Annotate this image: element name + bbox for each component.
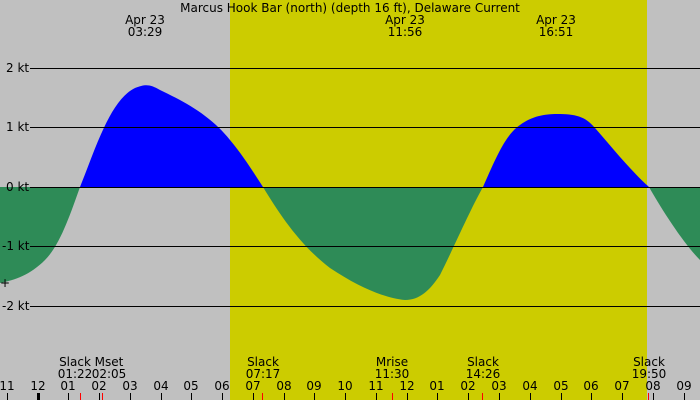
event-name: Slack — [467, 355, 499, 369]
hour-tick-labels: 11 12 01 02 03 04 05 06 07 08 09 10 11 1… — [0, 379, 692, 393]
hour-label: 04 — [522, 379, 537, 393]
y-label-0kt: 0 kt — [6, 180, 29, 194]
event-time: 02:05 — [92, 367, 127, 381]
hour-label: 02 — [460, 379, 475, 393]
event-time: 07:17 — [246, 367, 281, 381]
hour-label: 06 — [214, 379, 229, 393]
hour-label: 01 — [60, 379, 75, 393]
peak-time: 03:29 — [128, 25, 163, 39]
hour-label: 09 — [306, 379, 321, 393]
hour-label: 05 — [183, 379, 198, 393]
gridlines — [30, 68, 700, 307]
peak-time: 11:56 — [388, 25, 423, 39]
plus-marker-icon: + — [0, 276, 10, 290]
peak-date: Apr 23 — [536, 13, 576, 27]
hour-label: 03 — [122, 379, 137, 393]
bottom-event-labels: Slack 01:22 Mset 02:05 Slack 07:17 Mrise… — [58, 355, 667, 381]
event-name: Slack — [247, 355, 279, 369]
y-label-minus1kt: -1 kt — [2, 239, 30, 253]
y-axis-labels: 2 kt 1 kt 0 kt -1 kt -2 kt — [2, 61, 30, 313]
event-name: Mset — [95, 355, 124, 369]
hour-label: 07 — [245, 379, 260, 393]
event-name: Slack — [633, 355, 665, 369]
y-label-2kt: 2 kt — [6, 61, 29, 75]
hour-label: 07 — [614, 379, 629, 393]
hour-label: 12 — [399, 379, 414, 393]
hour-tick-marks — [7, 393, 685, 400]
hour-label: 11 — [0, 379, 15, 393]
hour-label: 05 — [553, 379, 568, 393]
y-label-1kt: 1 kt — [6, 120, 29, 134]
event-name: Mrise — [376, 355, 408, 369]
top-peak-labels: Apr 23 03:29 Apr 23 11:56 Apr 23 16:51 — [125, 13, 576, 39]
hour-label: 12 — [30, 379, 45, 393]
peak-time: 16:51 — [539, 25, 574, 39]
event-time: 01:22 — [58, 367, 93, 381]
hour-label: 08 — [645, 379, 660, 393]
peak-date: Apr 23 — [125, 13, 165, 27]
flood-area-2 — [483, 114, 649, 187]
hour-label: 08 — [276, 379, 291, 393]
hour-label: 04 — [153, 379, 168, 393]
event-markers — [80, 393, 649, 400]
chart-title: Marcus Hook Bar (north) (depth 16 ft), D… — [180, 1, 520, 15]
ebb-area-0 — [0, 187, 80, 283]
hour-label: 11 — [368, 379, 383, 393]
y-label-minus2kt: -2 kt — [2, 299, 30, 313]
hour-label: 09 — [676, 379, 691, 393]
hour-label: 06 — [583, 379, 598, 393]
event-name: Slack — [59, 355, 91, 369]
flood-area-1 — [80, 85, 263, 187]
hour-label: 10 — [337, 379, 352, 393]
hour-label: 02 — [91, 379, 106, 393]
ebb-area-2 — [649, 187, 700, 260]
ebb-area-1 — [263, 187, 483, 300]
event-time: 19:50 — [632, 367, 667, 381]
peak-date: Apr 23 — [385, 13, 425, 27]
hour-label: 01 — [429, 379, 444, 393]
hour-label: 03 — [491, 379, 506, 393]
event-time: 11:30 — [375, 367, 410, 381]
event-time: 14:26 — [466, 367, 501, 381]
